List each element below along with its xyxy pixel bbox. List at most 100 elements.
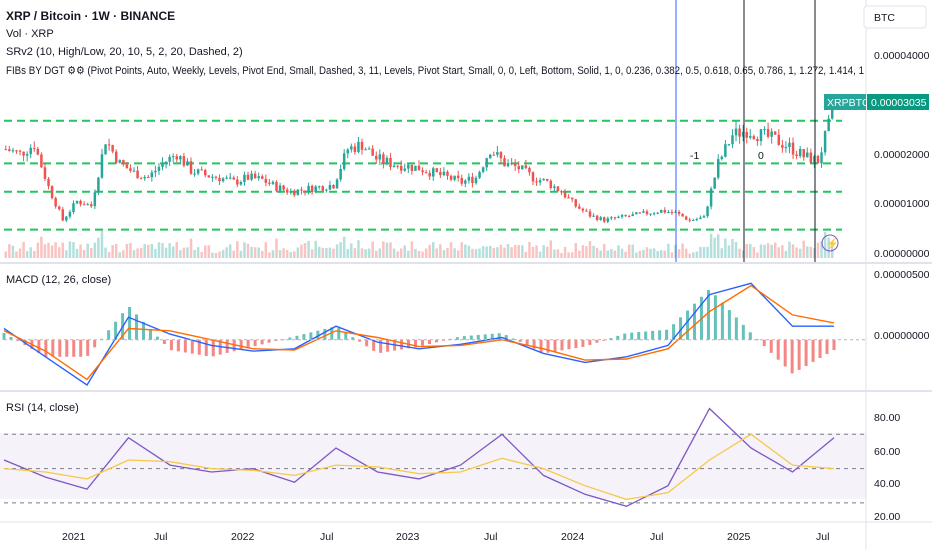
volume-bar: [378, 248, 382, 258]
macd-histogram-bar: [455, 337, 459, 340]
candle-body: [570, 197, 574, 200]
candle-body: [667, 211, 670, 213]
macd-layer: [2, 282, 866, 386]
volume-bar: [15, 251, 18, 258]
candle-body: [510, 162, 513, 164]
macd-histogram-bar: [302, 334, 306, 340]
volume-bar: [574, 243, 577, 258]
volume-bar: [585, 246, 588, 258]
candle-body: [734, 128, 738, 136]
volume-bar: [830, 244, 834, 258]
candle-body: [257, 176, 260, 179]
candle-body: [588, 211, 592, 217]
rsi-title[interactable]: RSI (14, close): [6, 402, 79, 414]
volume-bar: [720, 248, 724, 258]
volume-bar: [442, 250, 446, 258]
volume-bar: [182, 247, 186, 258]
candle-body: [318, 186, 321, 188]
volume-bar: [788, 241, 791, 258]
macd-histogram-bar: [734, 317, 738, 340]
candle-body: [716, 159, 720, 178]
time-axis-label: 2021: [62, 531, 86, 543]
candle-body: [79, 200, 82, 205]
volume-bar: [257, 247, 260, 258]
volume-bar: [204, 245, 207, 258]
candle-body: [189, 161, 193, 174]
candle-body: [164, 161, 168, 163]
volume-bar: [563, 246, 567, 258]
candle-body: [638, 212, 642, 214]
candle-body: [556, 186, 560, 192]
macd-histogram-bar: [644, 331, 648, 340]
candle-body: [414, 165, 417, 171]
volume-bar: [549, 240, 553, 258]
candle-body: [232, 177, 236, 180]
candle-body: [18, 150, 22, 152]
candle-body: [517, 166, 520, 170]
candle-body: [382, 154, 385, 164]
macd-histogram-bar: [818, 339, 822, 358]
macd-histogram-bar: [183, 339, 187, 353]
volume-bar: [820, 241, 823, 258]
volume-bar: [695, 251, 699, 258]
candle-body: [524, 165, 528, 168]
candle-body: [129, 168, 132, 171]
candle-body: [196, 169, 200, 174]
macd-histogram-bar: [497, 333, 501, 340]
candle-body: [563, 192, 567, 198]
candle-body: [75, 200, 79, 204]
candle-body: [677, 211, 681, 214]
volume-layer: [4, 230, 834, 258]
currency-button[interactable]: [863, 5, 927, 29]
macd-histogram-bar: [783, 339, 787, 367]
candle-body: [830, 107, 834, 119]
candle-body: [4, 149, 8, 151]
indicator-srv2-label[interactable]: SRv2 (10, High/Low, 20, 10, 5, 2, 20, Da…: [6, 46, 243, 58]
macd-histogram-bar: [511, 338, 515, 340]
volume-bar: [791, 244, 795, 258]
volume-bar: [560, 253, 563, 258]
candle-body: [228, 177, 232, 179]
volume-bar: [8, 244, 11, 258]
candle-body: [139, 178, 143, 180]
macd-histogram-bar: [832, 339, 836, 350]
rsi-axis-label: 20.00: [874, 511, 900, 523]
lightning-icon: ⚡: [826, 237, 838, 250]
volume-bar: [321, 247, 325, 258]
volume-bar: [421, 251, 424, 258]
volume-bar: [296, 247, 300, 258]
candle-body: [111, 145, 114, 152]
candle-body: [214, 176, 218, 178]
volume-bar: [243, 242, 246, 258]
volume-bar: [68, 241, 72, 258]
volume-bar: [766, 243, 770, 258]
volume-bar: [164, 247, 168, 258]
time-axis-label: Jul: [484, 531, 497, 543]
macd-histogram-bar: [162, 339, 166, 345]
candle-body: [225, 177, 228, 179]
candle-body: [688, 219, 691, 221]
candle-body: [25, 154, 29, 156]
volume-bar: [100, 230, 104, 258]
volume-bar: [528, 242, 531, 258]
symbol-title[interactable]: XRP / Bitcoin · 1W · BINANCE: [6, 9, 175, 23]
volume-bar: [350, 243, 353, 258]
macd-histogram-bar: [114, 321, 118, 340]
volume-bar: [681, 243, 684, 258]
volume-bar: [670, 252, 674, 258]
candle-body: [503, 158, 506, 167]
indicator-fibs-label[interactable]: FIBs BY DGT ⚙⚙ (Pivot Points, Auto, Week…: [6, 65, 864, 77]
volume-bar: [499, 244, 503, 258]
candle-body: [670, 211, 674, 213]
volume-bar: [303, 243, 307, 258]
indicator-volume-label[interactable]: Vol · XRP: [6, 28, 54, 40]
volume-bar: [435, 248, 439, 258]
candle-body: [788, 142, 791, 148]
candle-body: [720, 156, 724, 160]
candle-body: [731, 135, 734, 145]
volume-bar: [781, 245, 784, 258]
volume-bar: [645, 247, 649, 258]
volume-bar: [357, 240, 360, 258]
macd-title[interactable]: MACD (12, 26, close): [6, 274, 111, 286]
